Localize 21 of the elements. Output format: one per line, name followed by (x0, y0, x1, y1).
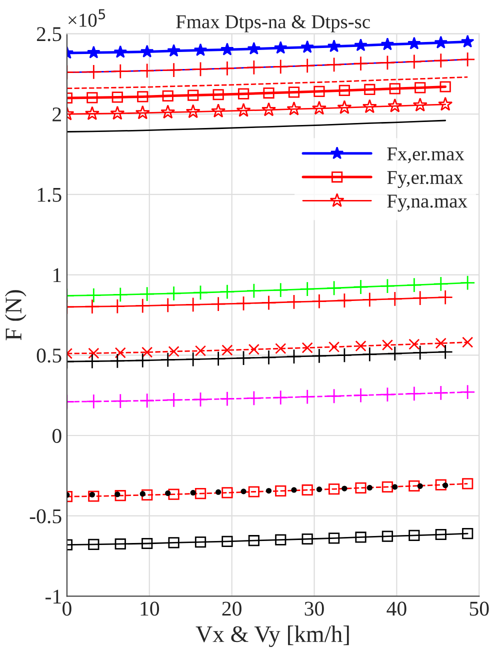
x-tick-label: 10 (140, 602, 160, 616)
legend-label: Fy,na.max (387, 194, 468, 212)
y-tick-label: -0.5 (30, 509, 62, 524)
text: ×10$^{5}$ (68, 9, 106, 27)
y-tick-label: 0 (52, 428, 62, 443)
x-axis-title: Vx & Vy [km/h] (196, 626, 349, 648)
y-tick-label: 1.5 (38, 188, 62, 202)
y-tick-label: 2 (52, 108, 61, 122)
chart-title: Fmax Dtps-na & Dtps-sc (176, 15, 370, 32)
x-tick-label: 20 (222, 602, 242, 616)
legend-label: Fy,er.max (387, 171, 463, 188)
y-tick-label: -1 (46, 590, 61, 604)
legend-label: Fx,er.max (387, 148, 464, 164)
y-axis-title: F (N) (4, 290, 26, 340)
x-tick-label: 40 (386, 602, 406, 616)
y-tick-label: 0.5 (36, 348, 62, 363)
x-tick-label: 50 (470, 602, 489, 616)
y-tick-label: 1 (54, 268, 61, 282)
x-tick-label: 0 (62, 602, 72, 616)
x-tick-label: 30 (304, 602, 324, 616)
y-tick-label: 2.5 (36, 27, 62, 42)
